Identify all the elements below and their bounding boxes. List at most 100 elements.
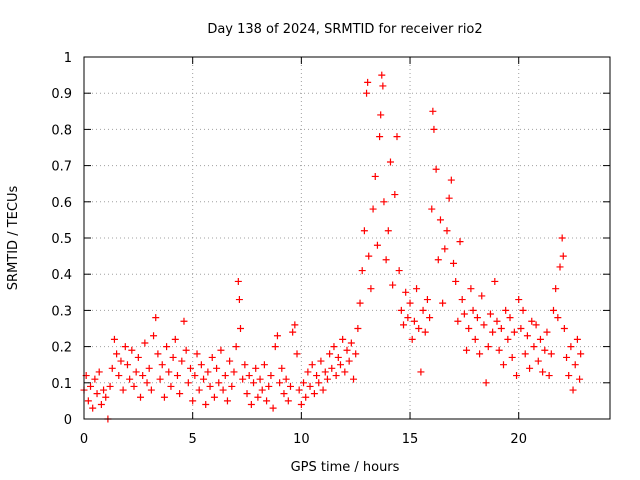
data-point <box>223 397 231 405</box>
data-point <box>404 314 412 322</box>
data-point <box>243 390 251 398</box>
data-point <box>502 306 510 314</box>
data-point <box>510 328 518 336</box>
data-point <box>410 317 418 325</box>
data-point <box>471 335 479 343</box>
data-point <box>208 353 216 361</box>
data-point <box>128 346 136 354</box>
data-point <box>447 176 455 184</box>
data-point <box>171 335 179 343</box>
data-point <box>367 285 375 293</box>
data-point <box>137 393 145 401</box>
data-point <box>523 332 531 340</box>
data-point <box>393 133 401 141</box>
data-point <box>532 321 540 329</box>
data-point <box>260 361 268 369</box>
data-point <box>423 296 431 304</box>
x-tick-label: 20 <box>510 432 527 447</box>
data-point <box>239 375 247 383</box>
data-point <box>336 361 344 369</box>
data-point <box>110 335 118 343</box>
data-point <box>450 259 458 267</box>
data-point <box>478 292 486 300</box>
data-point <box>289 328 297 336</box>
data-point <box>234 277 242 285</box>
x-tick-label: 0 <box>80 432 88 447</box>
data-point <box>384 227 392 235</box>
data-point <box>489 328 497 336</box>
data-point <box>313 372 321 380</box>
data-point <box>328 364 336 372</box>
data-point <box>573 335 581 343</box>
data-point <box>143 379 151 387</box>
data-point <box>321 368 329 376</box>
y-tick-label: 0 <box>64 413 72 428</box>
data-point <box>517 325 525 332</box>
data-point <box>232 343 240 351</box>
y-tick-label: 0.4 <box>51 268 72 283</box>
data-point <box>206 382 214 390</box>
data-point <box>160 393 168 401</box>
data-point <box>221 372 229 380</box>
chart-title: Day 138 of 2024, SRMTID for receiver rio… <box>207 22 482 37</box>
data-point <box>219 386 227 394</box>
data-points <box>80 71 585 423</box>
data-point <box>559 252 567 260</box>
y-tick-label: 0.9 <box>51 87 72 102</box>
data-point <box>347 339 355 347</box>
data-point <box>369 205 377 213</box>
data-point <box>521 350 529 358</box>
data-point <box>334 353 342 361</box>
data-point <box>130 382 138 390</box>
data-point <box>152 314 160 322</box>
data-point <box>469 306 477 314</box>
data-point <box>454 317 462 325</box>
data-point <box>560 325 568 332</box>
data-point <box>434 256 442 264</box>
data-point <box>354 325 362 332</box>
data-point <box>326 350 334 358</box>
data-point <box>184 379 192 387</box>
data-point <box>491 277 499 285</box>
data-point <box>265 382 273 390</box>
data-point <box>330 343 338 351</box>
data-point <box>519 306 527 314</box>
data-point <box>165 368 173 376</box>
data-point <box>460 310 468 318</box>
data-point <box>558 234 566 242</box>
data-point <box>119 386 127 394</box>
data-point <box>141 339 149 347</box>
data-point <box>480 321 488 329</box>
data-point <box>154 350 162 358</box>
data-point <box>417 368 425 376</box>
data-point <box>343 346 351 354</box>
data-point <box>306 382 314 390</box>
data-point <box>193 350 201 358</box>
data-point <box>213 364 221 372</box>
data-point <box>215 379 223 387</box>
data-point <box>308 361 316 369</box>
data-point <box>302 393 310 401</box>
x-tick-label: 15 <box>402 432 419 447</box>
data-point <box>413 285 421 293</box>
data-point <box>380 198 388 206</box>
data-point <box>317 357 325 365</box>
data-point <box>126 375 134 383</box>
data-point <box>241 361 249 369</box>
data-point <box>263 397 271 405</box>
data-point <box>530 343 538 351</box>
data-point <box>432 165 440 173</box>
data-point <box>506 314 514 322</box>
data-point <box>169 353 177 361</box>
data-point <box>386 158 394 166</box>
data-point <box>376 133 384 141</box>
data-point <box>426 314 434 322</box>
data-point <box>226 357 234 365</box>
data-point <box>202 401 210 409</box>
data-point <box>536 335 544 343</box>
data-point <box>430 125 438 133</box>
data-point <box>269 404 277 412</box>
data-point <box>323 375 331 383</box>
data-point <box>576 375 584 383</box>
data-point <box>571 361 579 369</box>
